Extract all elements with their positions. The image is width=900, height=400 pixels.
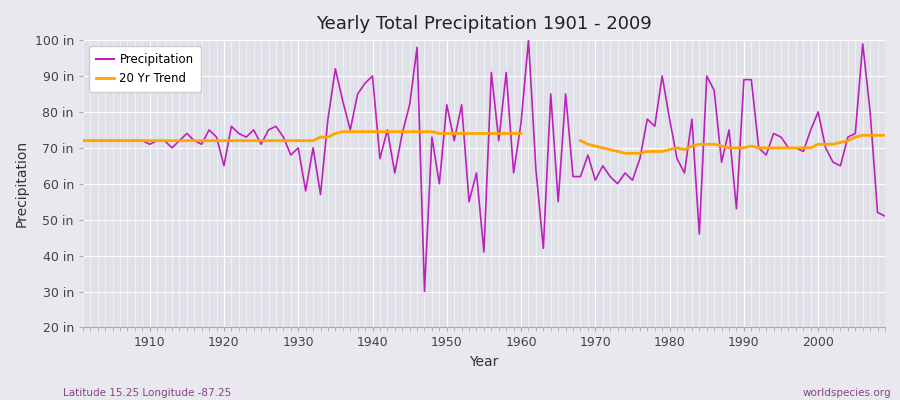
Y-axis label: Precipitation: Precipitation xyxy=(15,140,29,227)
X-axis label: Year: Year xyxy=(469,355,499,369)
Text: Latitude 15.25 Longitude -87.25: Latitude 15.25 Longitude -87.25 xyxy=(63,388,231,398)
Text: worldspecies.org: worldspecies.org xyxy=(803,388,891,398)
Title: Yearly Total Precipitation 1901 - 2009: Yearly Total Precipitation 1901 - 2009 xyxy=(316,15,652,33)
Legend: Precipitation, 20 Yr Trend: Precipitation, 20 Yr Trend xyxy=(89,46,201,92)
